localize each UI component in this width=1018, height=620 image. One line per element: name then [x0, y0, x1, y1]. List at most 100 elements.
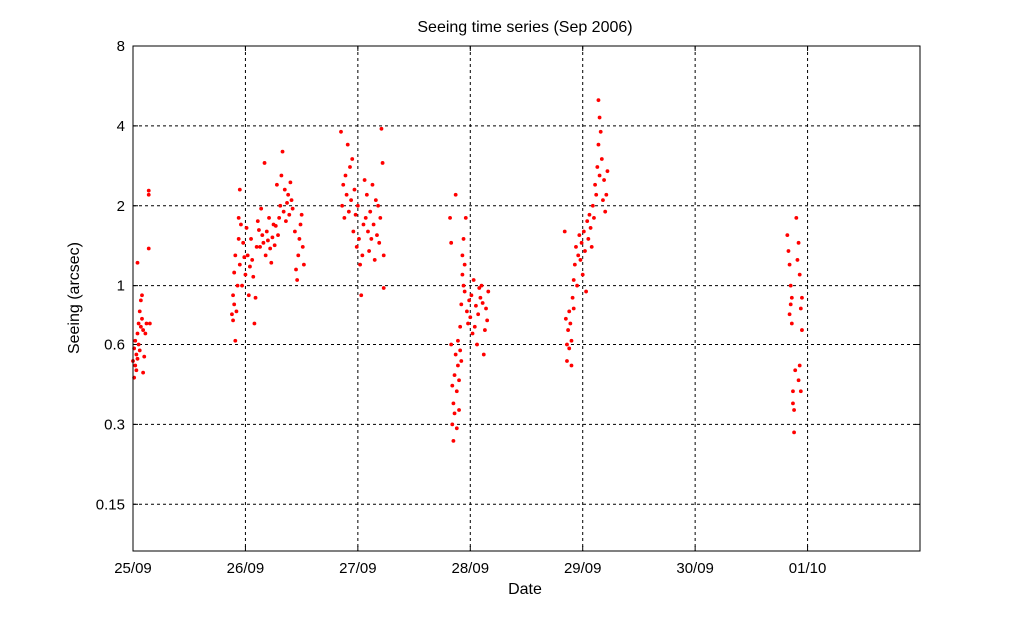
data-point: [287, 212, 292, 217]
data-point: [380, 161, 385, 165]
data-point: [299, 212, 304, 217]
chart-title: Seeing time series (Sep 2006): [417, 19, 632, 36]
data-point: [135, 260, 140, 265]
data-point: [269, 260, 274, 265]
data-point: [459, 302, 464, 307]
data-point: [568, 321, 573, 326]
data-point: [237, 187, 242, 192]
y-axis-ticks: 0.15 0.3 0.6 1 2 4 8: [96, 38, 920, 513]
data-point: [376, 203, 380, 208]
data-point: [243, 272, 248, 277]
data-point: [454, 426, 459, 431]
data-point: [593, 182, 597, 187]
data-point: [258, 244, 262, 249]
data-point: [340, 203, 345, 208]
data-point: [236, 216, 241, 220]
data-point: [370, 182, 375, 187]
data-point: [136, 342, 141, 347]
data-point: [452, 411, 457, 416]
data-point: [471, 278, 476, 282]
data-point: [352, 187, 357, 192]
data-point: [137, 348, 142, 353]
data-point: [233, 338, 238, 343]
data-point: [230, 312, 234, 317]
data-point: [298, 222, 303, 227]
data-point: [360, 253, 365, 258]
data-point: [273, 223, 278, 228]
data-point: [566, 328, 570, 332]
data-point: [146, 192, 151, 197]
data-point: [363, 216, 368, 220]
data-point: [277, 216, 282, 220]
data-point: [788, 302, 793, 307]
data-point: [361, 222, 366, 227]
data-point: [279, 173, 284, 178]
data-point: [250, 258, 255, 262]
data-point: [467, 298, 472, 303]
data-point: [362, 178, 367, 182]
y-tick-label: 1: [117, 278, 125, 295]
data-point: [288, 180, 293, 185]
data-point: [479, 283, 484, 288]
x-tick-label: 30/09: [676, 560, 714, 577]
data-point: [596, 98, 601, 103]
data-point: [793, 368, 798, 373]
data-point: [358, 262, 363, 267]
data-point: [236, 237, 241, 241]
data-point: [272, 243, 277, 248]
data-point: [569, 338, 574, 343]
data-point: [470, 331, 475, 336]
data-point: [450, 422, 455, 427]
y-tick-label: 8: [117, 38, 125, 55]
data-point: [789, 321, 794, 326]
data-point: [301, 262, 306, 267]
data-point: [480, 301, 485, 305]
data-point: [246, 293, 251, 298]
data-point: [485, 318, 490, 323]
data-point: [142, 354, 147, 359]
data-point: [590, 203, 595, 208]
x-tick-label: 25/09: [114, 560, 152, 577]
data-point: [459, 359, 464, 363]
data-point: [576, 253, 581, 258]
data-point: [585, 219, 590, 224]
data-point: [481, 352, 486, 357]
data-point: [345, 142, 350, 147]
data-point: [572, 262, 577, 267]
data-point: [286, 192, 291, 197]
x-tick-label: 28/09: [452, 560, 490, 577]
data-point: [586, 237, 591, 241]
data-point: [463, 216, 468, 220]
data-point: [285, 201, 289, 205]
data-point: [133, 338, 138, 343]
data-point: [138, 324, 143, 329]
data-point: [239, 222, 243, 227]
data-point: [242, 255, 247, 260]
data-point: [367, 249, 371, 253]
data-point: [570, 295, 575, 300]
data-point: [264, 229, 269, 234]
data-point: [281, 209, 286, 214]
data-point: [381, 253, 386, 258]
data-point: [244, 226, 249, 230]
data-point: [456, 363, 460, 368]
data-point: [268, 246, 273, 251]
data-point: [134, 352, 139, 357]
data-point: [140, 293, 144, 298]
data-point: [571, 278, 576, 282]
data-point: [137, 309, 142, 314]
data-point: [134, 368, 139, 373]
data-point: [795, 258, 800, 262]
data-point: [381, 286, 386, 290]
data-point: [800, 328, 804, 332]
data-point: [567, 309, 572, 314]
data-point: [276, 233, 280, 238]
x-tick-label: 27/09: [339, 560, 377, 577]
data-point: [599, 157, 604, 161]
data-point: [484, 306, 488, 311]
data-point: [587, 212, 592, 217]
data-point: [350, 157, 355, 161]
data-point: [598, 129, 603, 134]
y-tick-label: 4: [117, 118, 125, 135]
data-point: [136, 321, 141, 326]
